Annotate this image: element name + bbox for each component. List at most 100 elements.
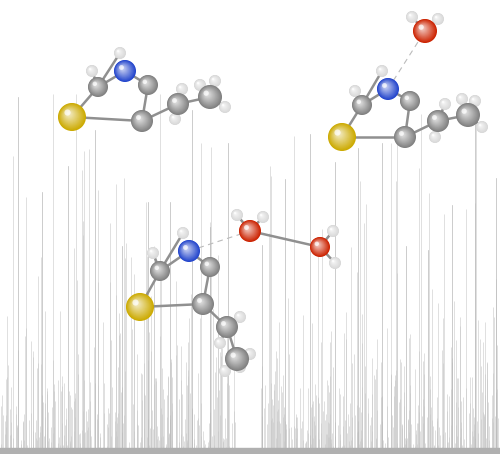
Circle shape — [222, 368, 226, 372]
Circle shape — [240, 222, 258, 239]
Circle shape — [258, 212, 266, 221]
Circle shape — [206, 93, 208, 94]
Circle shape — [87, 66, 96, 75]
Circle shape — [220, 365, 230, 376]
Circle shape — [458, 95, 464, 101]
Circle shape — [200, 257, 220, 277]
Circle shape — [418, 25, 424, 30]
Circle shape — [433, 14, 442, 24]
Circle shape — [419, 25, 426, 32]
Circle shape — [336, 131, 342, 138]
Circle shape — [229, 351, 242, 364]
Circle shape — [432, 134, 436, 138]
Circle shape — [432, 134, 435, 137]
Circle shape — [120, 65, 126, 72]
Circle shape — [378, 67, 385, 74]
Circle shape — [237, 364, 241, 368]
Circle shape — [150, 251, 152, 252]
Circle shape — [328, 226, 338, 236]
Circle shape — [194, 79, 206, 91]
Circle shape — [145, 82, 146, 83]
Circle shape — [316, 243, 320, 247]
Circle shape — [460, 107, 472, 119]
Circle shape — [456, 94, 467, 104]
Circle shape — [383, 84, 388, 89]
Circle shape — [196, 81, 203, 88]
Circle shape — [352, 87, 357, 93]
Circle shape — [458, 105, 477, 124]
Circle shape — [232, 354, 236, 359]
Circle shape — [87, 66, 97, 75]
Circle shape — [222, 105, 224, 107]
Circle shape — [156, 267, 160, 271]
Circle shape — [178, 228, 186, 237]
Circle shape — [459, 96, 462, 99]
Circle shape — [242, 223, 254, 236]
Circle shape — [236, 362, 244, 370]
Circle shape — [239, 220, 261, 242]
Circle shape — [234, 361, 246, 373]
Circle shape — [397, 129, 410, 143]
Circle shape — [240, 221, 259, 240]
Circle shape — [332, 260, 336, 264]
Circle shape — [174, 99, 178, 104]
Circle shape — [134, 113, 148, 127]
Circle shape — [245, 349, 254, 358]
Circle shape — [207, 264, 208, 265]
Circle shape — [246, 350, 252, 356]
Circle shape — [92, 82, 100, 89]
Circle shape — [382, 82, 392, 92]
Circle shape — [462, 109, 467, 114]
Circle shape — [470, 97, 478, 104]
Circle shape — [432, 13, 444, 25]
Circle shape — [116, 48, 124, 57]
Circle shape — [432, 116, 439, 122]
Circle shape — [116, 62, 133, 79]
Circle shape — [220, 366, 230, 375]
Circle shape — [328, 227, 336, 234]
Circle shape — [232, 211, 240, 218]
Circle shape — [90, 69, 92, 71]
Circle shape — [456, 94, 467, 104]
Circle shape — [89, 68, 92, 70]
Circle shape — [236, 314, 242, 318]
Circle shape — [406, 11, 418, 23]
Circle shape — [316, 242, 320, 247]
Circle shape — [329, 124, 354, 149]
Circle shape — [132, 299, 144, 311]
Circle shape — [117, 63, 131, 77]
Circle shape — [118, 50, 120, 53]
Circle shape — [330, 228, 334, 232]
Circle shape — [234, 311, 245, 322]
Circle shape — [68, 113, 69, 114]
Circle shape — [404, 95, 412, 104]
Circle shape — [134, 113, 147, 126]
Circle shape — [174, 100, 176, 102]
Circle shape — [479, 124, 483, 128]
Circle shape — [215, 338, 224, 347]
Circle shape — [132, 111, 151, 130]
Circle shape — [216, 339, 224, 346]
Circle shape — [204, 90, 209, 96]
Circle shape — [173, 99, 178, 104]
Circle shape — [214, 338, 225, 348]
Circle shape — [142, 80, 150, 87]
Circle shape — [216, 338, 224, 347]
Circle shape — [150, 249, 155, 255]
Circle shape — [406, 98, 408, 99]
Circle shape — [212, 78, 216, 82]
Circle shape — [440, 99, 448, 108]
Circle shape — [185, 247, 188, 249]
Circle shape — [192, 293, 214, 314]
Circle shape — [331, 126, 350, 146]
Circle shape — [440, 99, 449, 108]
Circle shape — [434, 117, 436, 119]
Circle shape — [116, 49, 122, 55]
Circle shape — [86, 66, 97, 76]
Circle shape — [478, 123, 484, 129]
Circle shape — [66, 112, 71, 116]
Circle shape — [336, 131, 342, 137]
Circle shape — [152, 263, 166, 276]
Circle shape — [200, 88, 218, 104]
Circle shape — [156, 267, 158, 270]
